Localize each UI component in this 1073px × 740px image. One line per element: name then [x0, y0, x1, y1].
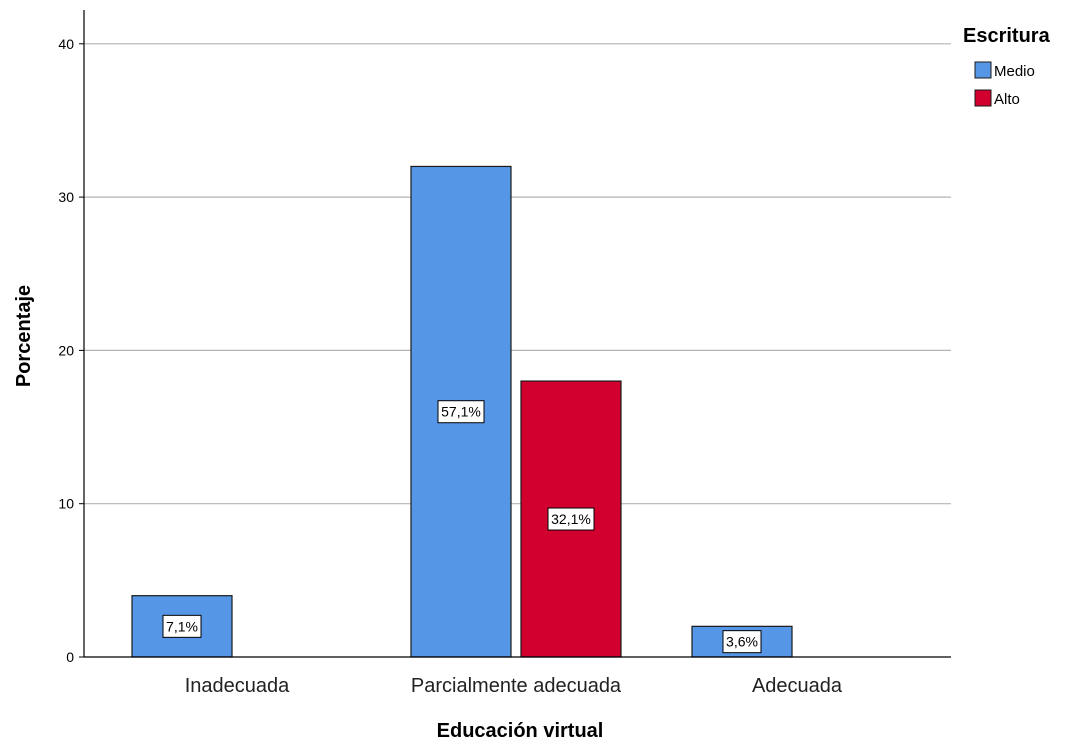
y-axis-title: Porcentaje: [13, 285, 35, 387]
legend-title: Escritura: [963, 25, 1051, 47]
data-label: 32,1%: [551, 511, 591, 527]
x-category-label: Inadecuada: [185, 675, 290, 697]
data-label: 3,6%: [726, 634, 758, 650]
data-label: 57,1%: [441, 404, 481, 420]
y-tick-label: 20: [58, 342, 74, 358]
x-category-label: Parcialmente adecuada: [411, 675, 622, 697]
legend-swatch-alto: [975, 90, 991, 106]
y-tick-label: 30: [58, 189, 74, 205]
y-tick-label: 0: [66, 649, 74, 665]
x-axis-title: Educación virtual: [437, 720, 604, 740]
data-label: 7,1%: [166, 618, 198, 634]
y-tick-label: 40: [58, 36, 74, 52]
gridlines: [84, 44, 951, 504]
legend-swatch-medio: [975, 62, 991, 78]
legend-label-medio: Medio: [994, 63, 1035, 80]
y-tick-label: 10: [58, 496, 74, 512]
legend-label-alto: Alto: [994, 91, 1020, 108]
x-category-label: Adecuada: [752, 675, 843, 697]
legend: Escritura Medio Alto: [963, 25, 1051, 108]
